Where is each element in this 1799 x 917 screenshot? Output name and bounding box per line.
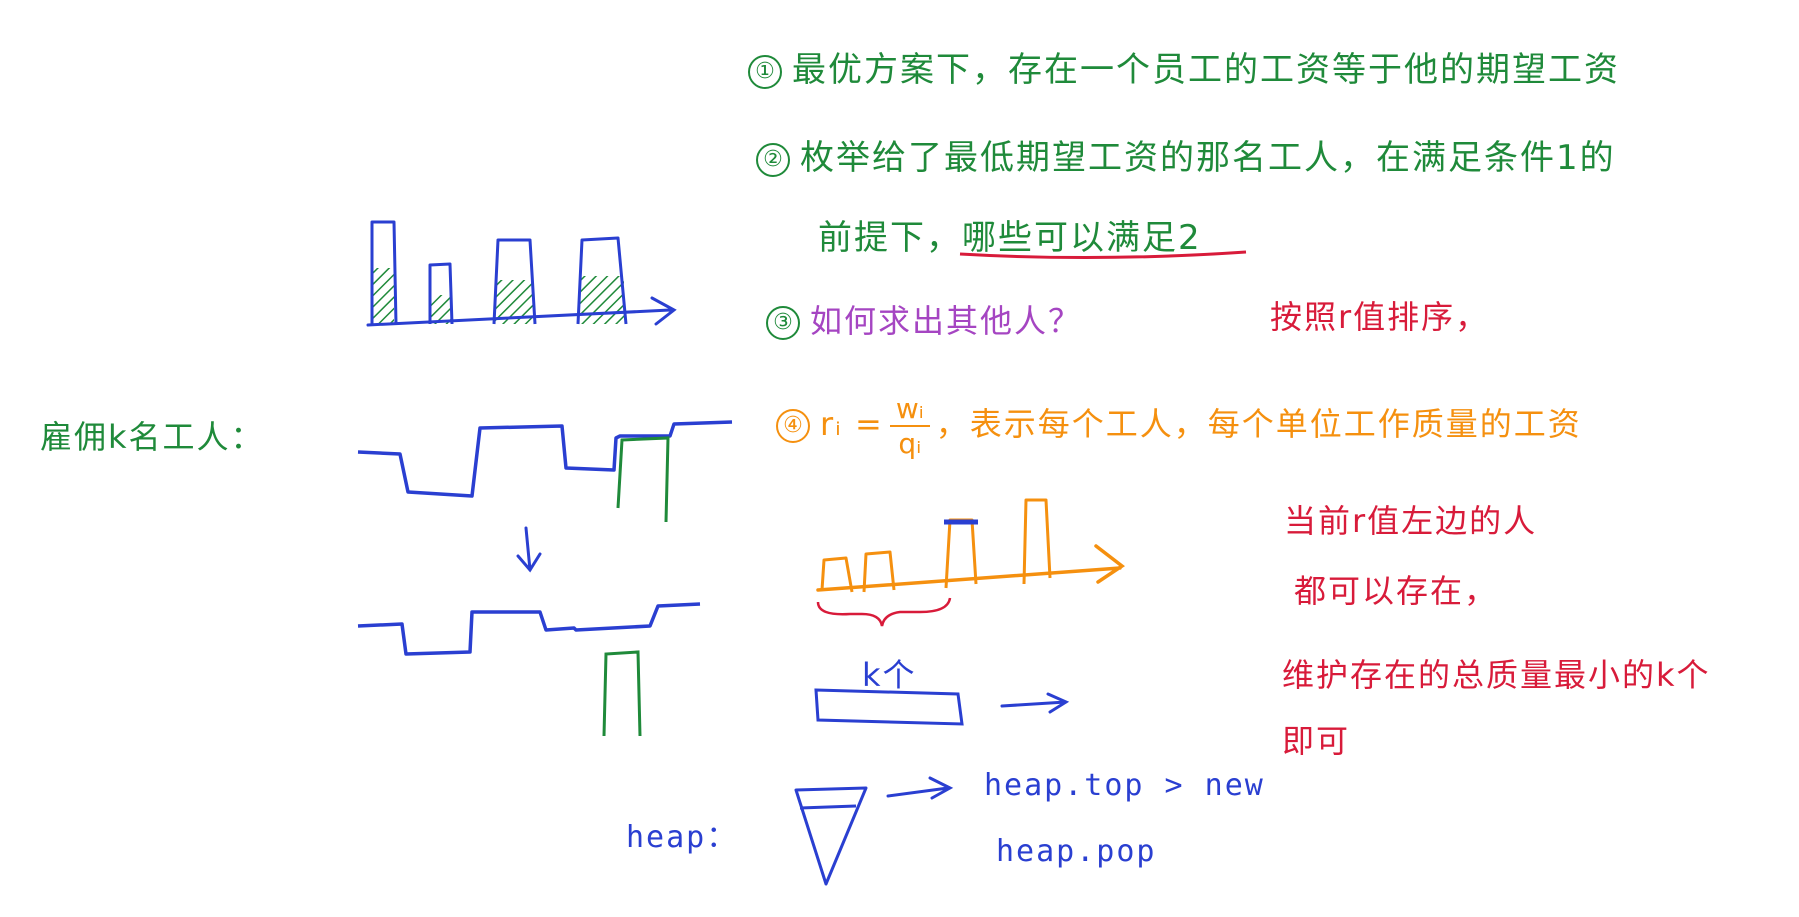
orange-axis-arrow [816,544,1126,592]
formula-denominator: qᵢ [898,427,922,460]
step-line-before [357,420,733,498]
red-note-3: 维护存在的总质量最小的k个 [1282,656,1711,694]
underline-n2 [959,250,1247,260]
k-box-sketch [814,688,1070,726]
note-3: ③ 如何求出其他人？ [766,296,1082,342]
k-box [814,688,964,726]
heap-arrow [886,776,954,800]
heap-sketch [794,776,954,886]
note-4: ④ rᵢ = wᵢ qᵢ ，表示每个工人，每个单位工作质量的工资 [776,392,1582,460]
note-1: ① 最优方案下，存在一个员工的工资等于他的期望工资 [748,42,1620,91]
orange-bars [820,498,1052,593]
heap-pop: heap.pop [996,834,1157,869]
left-label: 雇佣k名工人： [40,418,265,456]
note-3-answer: 按照r值排序， [1270,298,1490,336]
bar-sketch-fill-2 [431,295,451,324]
note-1-text: 最优方案下，存在一个员工的工资等于他的期望工资 [792,50,1620,90]
bar-sketch-axis-arrow [366,296,677,327]
marker-3: ③ [766,306,800,340]
note-4-text: ，表示每个工人，每个单位工作质量的工资 [935,405,1582,443]
step-sketch-after [357,602,701,737]
green-bar-after [602,650,642,737]
down-arrow [516,526,542,573]
heap-label: heap： [626,820,739,855]
heap-compare: heap.top > new [984,768,1265,803]
note-2-line-1: ② 枚举给了最低期望工资的那名工人，在满足条件1的 [756,130,1616,179]
bar-sketch-fill-1 [372,268,394,324]
orange-sketch [816,498,1126,627]
bar-sketch-outline [370,220,628,325]
k-label: k个 [862,656,917,694]
red-brace [816,597,952,627]
red-note-4: 即可 [1282,722,1351,760]
formula-numerator: wᵢ [889,392,930,427]
k-box-arrow [1000,692,1070,714]
formula-lhs: rᵢ = [820,405,884,443]
marker-1: ① [748,54,782,89]
step-sketch-before [357,420,733,523]
marker-4: ④ [776,409,810,443]
green-bar-before [616,436,670,523]
red-note-1: 当前r值左边的人 [1284,502,1538,540]
bar-sketch-fill-4 [580,276,624,324]
formula-fraction: wᵢ qᵢ [889,392,930,460]
note-2-line-2: 前提下，哪些可以满足2 [818,218,1202,258]
bar-sketch [366,220,677,327]
note-2-line-1-text: 枚举给了最低期望工资的那名工人，在满足条件1的 [800,138,1616,178]
note-3-question: 如何求出其他人？ [810,302,1083,340]
heap-cone [794,786,868,886]
step-line-after [357,602,701,656]
marker-2: ② [756,142,790,177]
red-note-2: 都可以存在， [1294,572,1499,610]
